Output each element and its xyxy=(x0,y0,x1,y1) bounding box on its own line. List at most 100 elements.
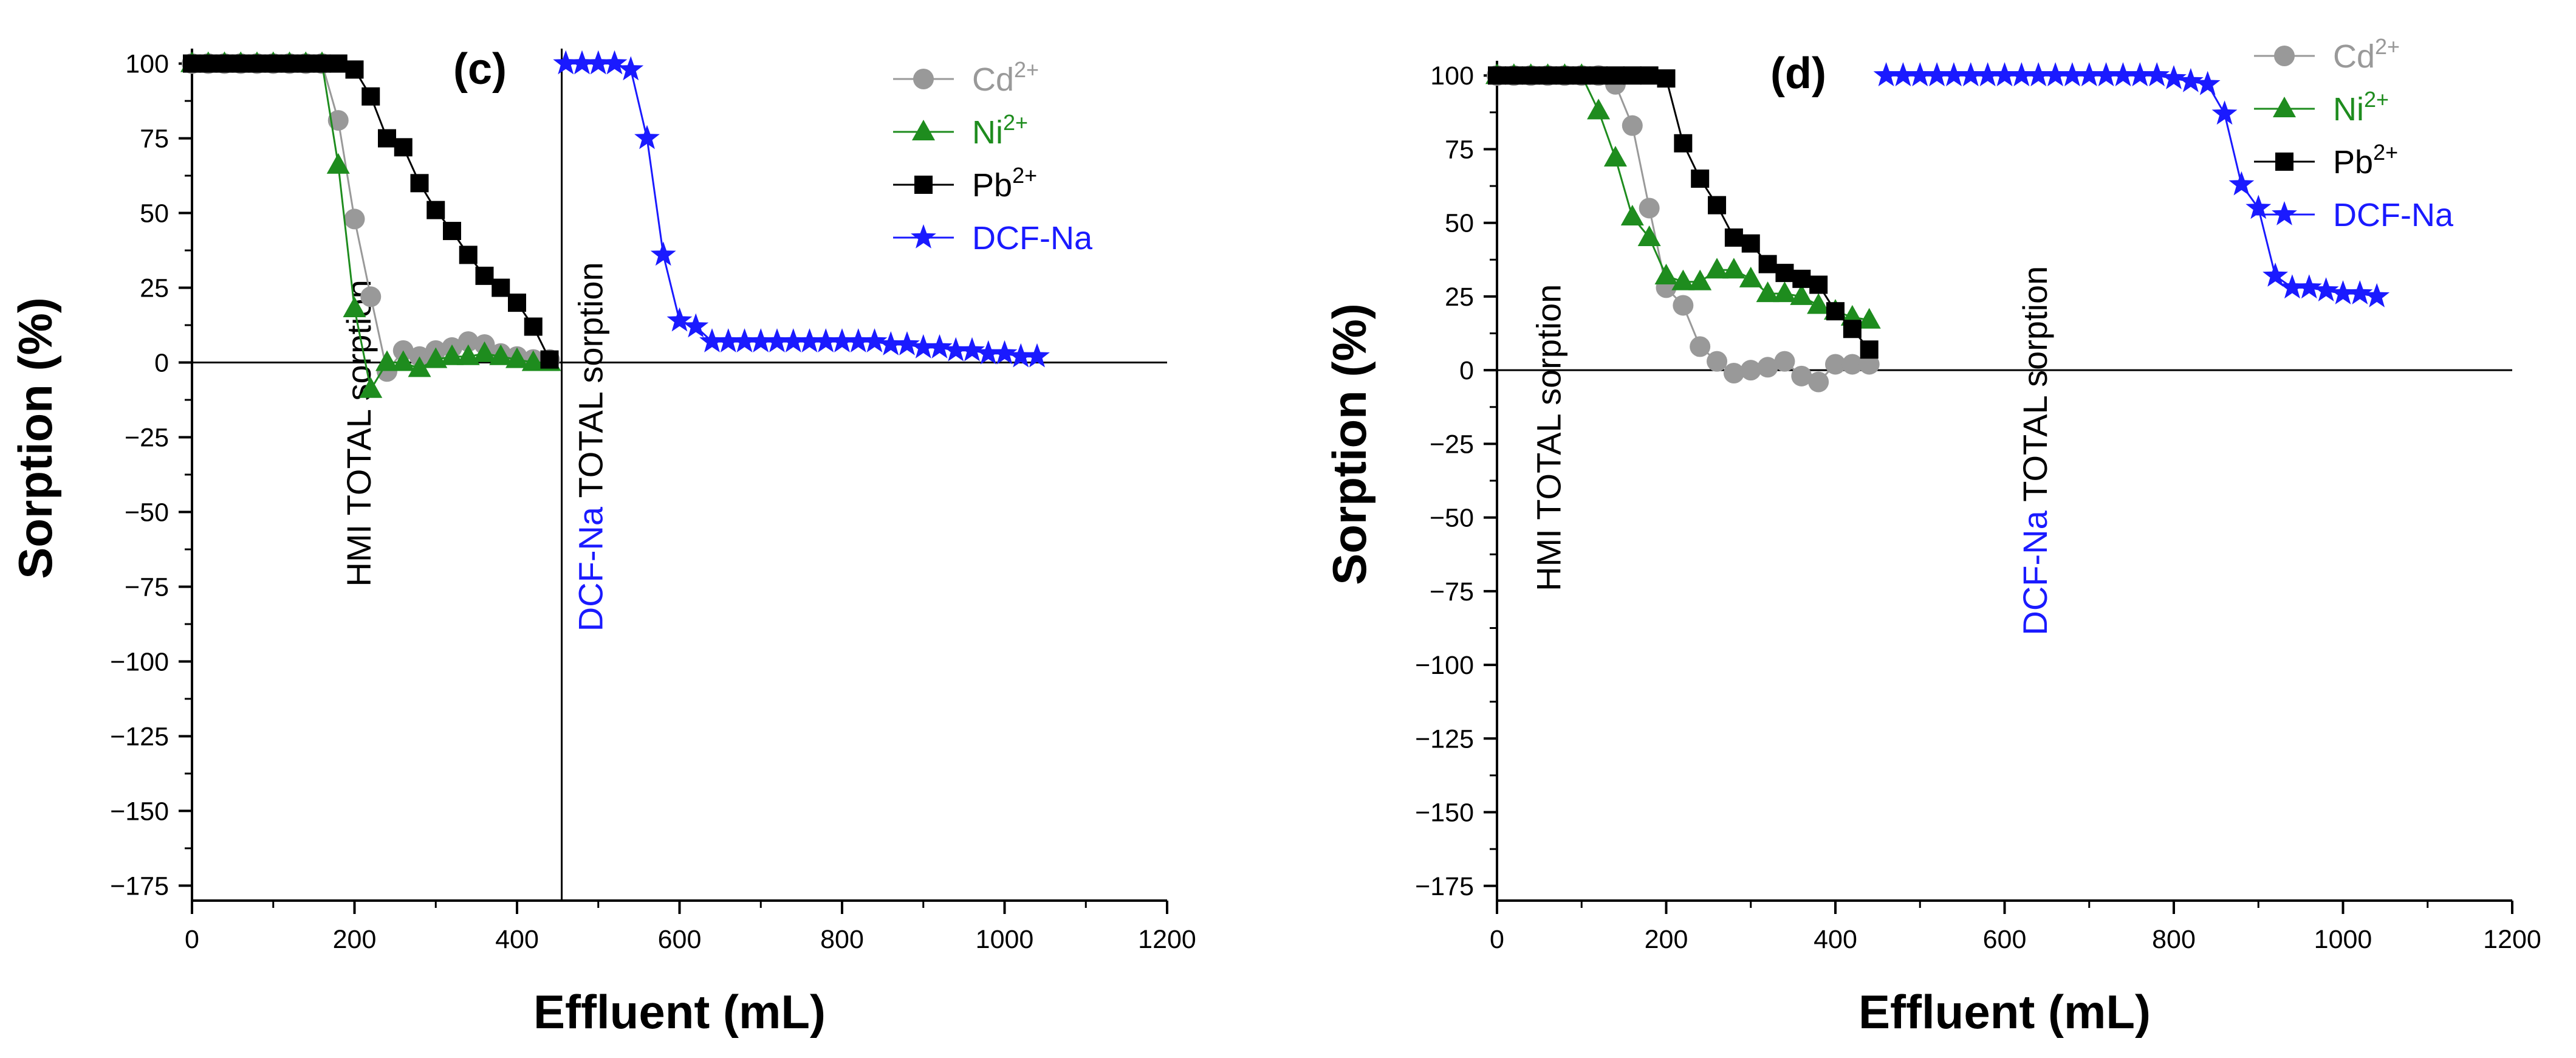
data-point xyxy=(313,54,331,73)
data-point xyxy=(601,50,628,75)
y-tick-label: 0 xyxy=(1459,356,1474,385)
data-point xyxy=(1741,234,1760,253)
legend-label: Cd2+ xyxy=(972,57,1039,98)
data-point xyxy=(1958,62,1984,86)
legend-label-base: Ni xyxy=(972,114,1003,151)
panel-label: (c) xyxy=(453,45,507,94)
legend-label: Cd2+ xyxy=(2333,34,2400,75)
data-point xyxy=(1705,258,1729,279)
data-point xyxy=(2144,62,2170,86)
annotation-part: DCF-Na xyxy=(571,506,609,631)
y-tick-label: 0 xyxy=(154,349,169,378)
legend-label-superscript: 2+ xyxy=(1012,163,1037,188)
y-tick-label: −75 xyxy=(125,572,169,602)
x-axis-title: Effluent (mL) xyxy=(533,985,826,1039)
data-point xyxy=(1924,62,1950,86)
legend-marker xyxy=(2273,97,2296,117)
data-point xyxy=(1637,225,1661,246)
data-point xyxy=(796,328,823,352)
data-point xyxy=(1690,336,1711,357)
legend-label-superscript: 2+ xyxy=(1014,57,1039,82)
data-point xyxy=(1740,360,1761,381)
y-tick-label: −75 xyxy=(1430,577,1474,606)
x-axis-title: Effluent (mL) xyxy=(1858,985,2151,1039)
x-tick-label: 400 xyxy=(495,925,539,954)
data-point xyxy=(394,138,413,157)
legend-marker xyxy=(2274,46,2295,66)
legend-label-superscript: 2+ xyxy=(2373,140,2398,165)
x-tick-label: 600 xyxy=(1983,925,2027,954)
chart-panel-d: 0 200 400 600 800 1000 1200−175−150−125−100−75… xyxy=(1323,34,2541,1039)
legend-label: Ni2+ xyxy=(972,110,1028,151)
series-line xyxy=(566,63,1037,358)
x-tick-label: 600 xyxy=(658,925,702,954)
y-tick-label: −100 xyxy=(1415,651,1474,680)
data-point xyxy=(715,328,741,352)
data-point xyxy=(1826,302,1845,321)
x-tick-label: 1200 xyxy=(2483,925,2541,954)
legend-label-superscript: 2+ xyxy=(2364,87,2389,112)
data-point xyxy=(585,50,611,75)
data-point xyxy=(296,54,315,73)
y-tick-label: −100 xyxy=(110,647,169,676)
data-point xyxy=(378,129,396,148)
annotation-part: TOTAL sorption xyxy=(2016,266,2054,511)
data-point xyxy=(829,328,855,352)
data-point xyxy=(1671,269,1695,290)
data-point xyxy=(569,50,595,75)
legend-label-base: Cd xyxy=(2333,38,2375,75)
annotation-part: HMI TOTAL sorption xyxy=(1529,284,1567,591)
data-point xyxy=(1724,228,1743,247)
data-point xyxy=(456,344,480,365)
data-point xyxy=(199,54,218,73)
data-point xyxy=(943,337,969,362)
data-point xyxy=(375,350,399,371)
data-point xyxy=(1708,196,1727,215)
data-point xyxy=(992,340,1018,365)
series-pb xyxy=(183,54,559,369)
data-point xyxy=(1841,354,1863,375)
y-tick-label: 50 xyxy=(140,199,169,228)
y-tick-label: 25 xyxy=(1445,283,1474,312)
annotation-part: HMI TOTAL sorption xyxy=(340,280,378,586)
x-tick-label: 200 xyxy=(1645,925,1688,954)
data-point xyxy=(248,54,266,73)
x-tick-label: 1200 xyxy=(1138,925,1196,954)
data-point xyxy=(2347,280,2373,304)
data-point xyxy=(540,350,559,369)
data-point xyxy=(878,331,904,356)
data-point xyxy=(618,56,644,81)
data-point xyxy=(813,328,839,352)
data-point xyxy=(2330,280,2356,304)
data-point xyxy=(2060,62,2085,86)
legend-label: DCF-Na xyxy=(972,220,1093,256)
data-point xyxy=(1792,269,1811,288)
legend-label: DCF-Na xyxy=(2333,197,2454,233)
data-point xyxy=(1587,98,1611,120)
annotation-label: DCF-Na TOTAL sorption xyxy=(571,262,609,631)
data-point xyxy=(862,328,888,352)
data-point xyxy=(845,328,871,352)
annotation-part: DCF-Na xyxy=(2016,510,2054,635)
legend-marker xyxy=(911,224,936,249)
data-point xyxy=(910,334,936,359)
chart-panel-c: 0 200 400 600 800 1000 1200−175−150−125−100−75… xyxy=(9,45,1196,1039)
data-point xyxy=(524,317,543,336)
legend-item: Cd2+ xyxy=(893,57,1039,98)
annotation-part: TOTAL sorption xyxy=(571,262,609,507)
data-point xyxy=(1674,134,1693,153)
data-point xyxy=(264,54,283,73)
data-point xyxy=(748,328,774,352)
data-point xyxy=(1907,62,1933,86)
data-point xyxy=(699,328,725,352)
data-point xyxy=(1858,354,1880,375)
data-point xyxy=(2026,62,2052,86)
legend-label-base: DCF-Na xyxy=(972,220,1093,256)
data-point xyxy=(1024,343,1050,368)
data-point xyxy=(1975,62,2001,86)
data-point xyxy=(508,294,526,312)
data-point xyxy=(2161,65,2187,89)
data-point xyxy=(731,328,758,352)
series-dcf-na xyxy=(1873,62,2390,307)
legend-label-base: DCF-Na xyxy=(2333,197,2454,233)
